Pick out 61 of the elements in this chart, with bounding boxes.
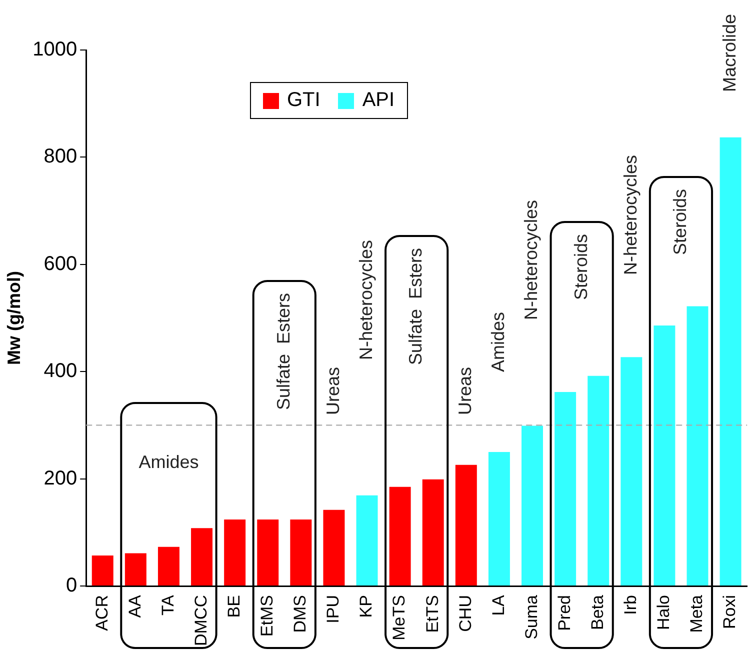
x-tick-label: EtTS [422,595,442,633]
annotation: Amides [138,452,199,472]
bar [620,357,642,586]
annotation: Macrolide [720,14,740,92]
x-tick-label: Pred [554,595,574,631]
x-tick-label: DMS [290,595,310,633]
y-tick-label: 0 [66,574,78,597]
y-tick-label: 800 [44,146,78,168]
annotation: N-heterocycles [356,240,376,360]
bar [124,553,146,586]
x-tick-label: MeTS [390,595,409,640]
x-tick-label: Beta [588,594,608,630]
x-tick-label: EtMS [258,595,277,637]
bar [686,306,708,586]
x-tick-label: BE [224,595,244,618]
y-tick-label: 600 [44,252,78,275]
x-tick-label: ACR [92,595,112,631]
bar [522,426,543,586]
bar [323,510,345,586]
legend-label: API [362,89,395,112]
x-tick-label: LA [488,594,508,616]
x-tick-label: Halo [654,595,674,630]
bar [191,528,213,586]
x-tick-label: KP [356,595,376,618]
legend-label: GTI [287,89,320,112]
bar [389,486,411,586]
x-tick-label: Meta [687,594,706,633]
x-tick-label: CHU [456,595,475,632]
y-tick-label: 400 [44,360,78,382]
y-tick-label: 200 [44,467,78,490]
bar [554,392,576,586]
bar [290,520,312,586]
annotation: Ureas [322,366,343,415]
x-tick-label: TA [158,594,178,616]
annotation: N-heterocycles [620,154,640,275]
annotation: Steroids [570,234,591,300]
x-tick-label: AA [125,594,144,618]
bar [257,520,279,586]
bar [654,326,676,586]
annotation: Ureas [455,366,476,415]
y-axis-title: Mw (g/mol) [4,271,24,365]
bar [455,464,477,586]
bar [92,555,114,586]
bar [720,137,742,586]
bar [224,520,246,586]
x-tick-label: Irb [621,595,640,615]
y-tick-label: 1000 [32,38,78,61]
x-tick-label: IPU [324,595,343,624]
bar [588,376,610,586]
bar [488,452,510,586]
x-tick-label: DMCC [191,595,210,646]
annotation: Sulfate Esters [273,292,294,410]
bar [356,495,378,586]
annotation: N-heterocycles [521,200,542,320]
bar [158,546,180,586]
annotation: Sulfate Esters [406,248,426,365]
annotation: Steroids [670,188,690,255]
x-tick-label: Roxi [720,595,740,630]
x-tick-label: Suma [522,594,541,640]
bar [422,479,444,586]
annotation: Amides [488,312,508,372]
